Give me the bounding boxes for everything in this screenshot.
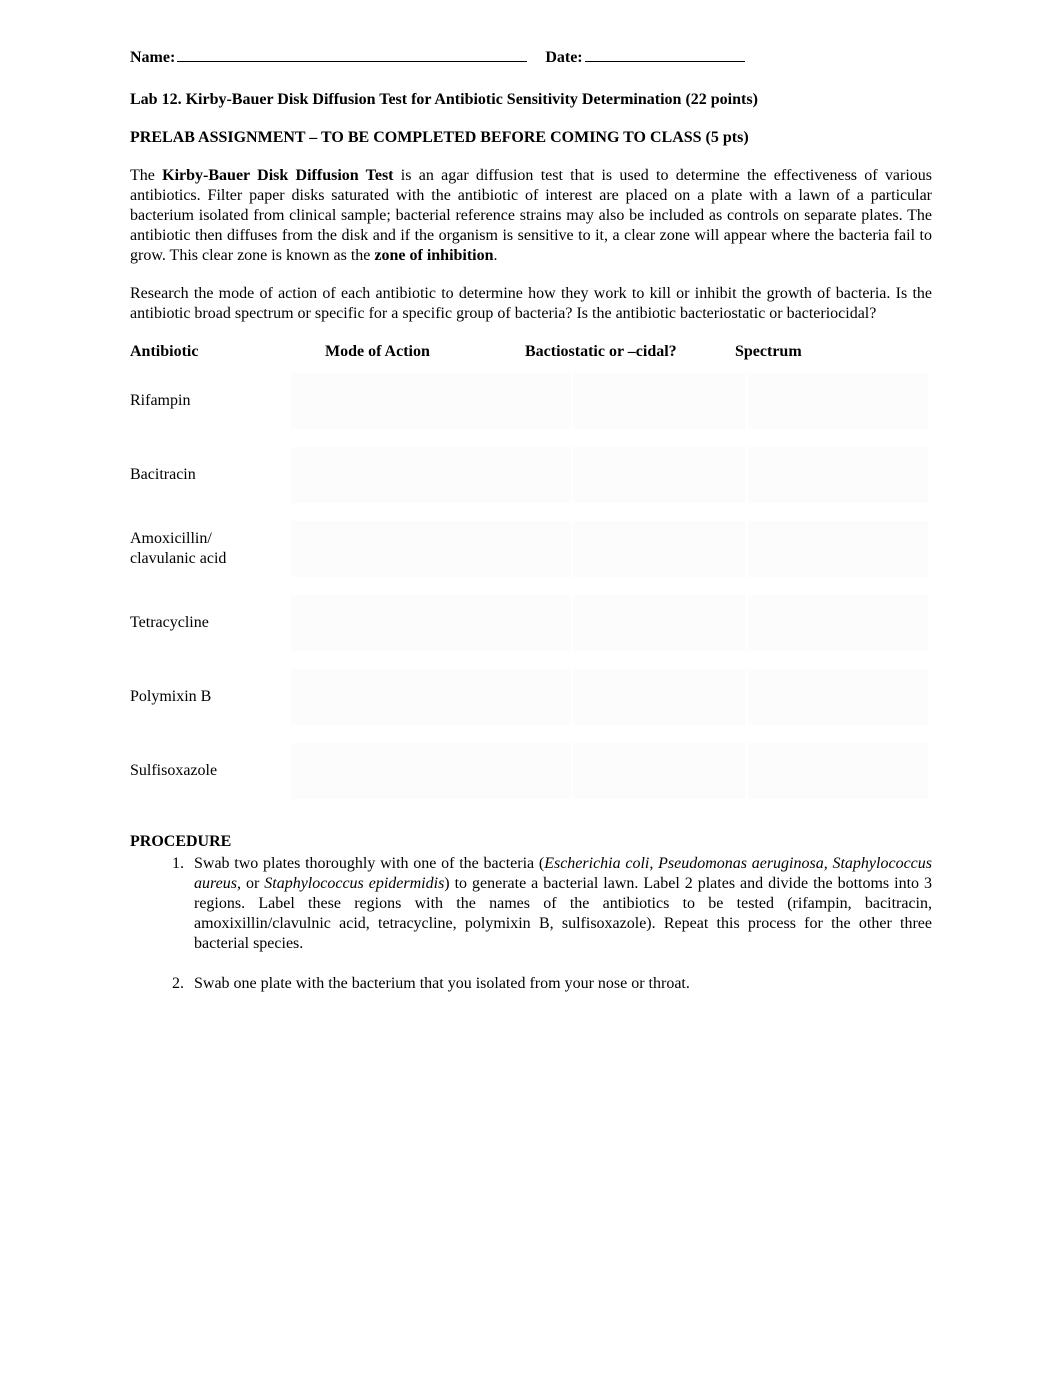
name-label: Name: bbox=[130, 48, 175, 68]
prelab-heading: PRELAB ASSIGNMENT – TO BE COMPLETED BEFO… bbox=[130, 128, 932, 148]
table-row: Amoxicillin/ clavulanic acid bbox=[130, 518, 932, 580]
date-label: Date: bbox=[545, 48, 582, 68]
antibiotic-name: Tetracycline bbox=[130, 605, 290, 641]
procedure-list: Swab two plates thoroughly with one of t… bbox=[188, 854, 932, 994]
mode-cell[interactable] bbox=[290, 594, 572, 652]
table-row: Sulfisoxazole bbox=[130, 740, 932, 802]
mode-cell[interactable] bbox=[290, 668, 572, 726]
procedure-step: Swab one plate with the bacterium that y… bbox=[188, 974, 932, 994]
table-row: Polymixin B bbox=[130, 666, 932, 728]
research-paragraph: Research the mode of action of each anti… bbox=[130, 284, 932, 324]
bact-cell[interactable] bbox=[572, 520, 747, 578]
antibiotic-name: Sulfisoxazole bbox=[130, 753, 290, 789]
mode-cell[interactable] bbox=[290, 372, 572, 430]
col-header-bact: Bactiostatic or –cidal? bbox=[525, 342, 735, 362]
antibiotic-name: Bacitracin bbox=[130, 457, 290, 493]
table-row: Rifampin bbox=[130, 370, 932, 432]
bact-cell[interactable] bbox=[572, 742, 747, 800]
antibiotic-name: Amoxicillin/ clavulanic acid bbox=[130, 521, 290, 577]
lab-title: Lab 12. Kirby-Bauer Disk Diffusion Test … bbox=[130, 90, 932, 110]
name-date-row: Name: Date: bbox=[130, 48, 932, 68]
intro-bold-1: Kirby-Bauer Disk Diffusion Test bbox=[162, 167, 393, 184]
proc-text: Swab two plates thoroughly with one of t… bbox=[194, 855, 544, 872]
spectrum-cell[interactable] bbox=[747, 594, 929, 652]
col-header-antibiotic: Antibiotic bbox=[130, 342, 325, 362]
proc-text: Swab one plate with the bacterium that y… bbox=[194, 975, 690, 992]
spectrum-cell[interactable] bbox=[747, 742, 929, 800]
mode-cell[interactable] bbox=[290, 520, 572, 578]
proc-text: or bbox=[241, 875, 264, 892]
spectrum-cell[interactable] bbox=[747, 446, 929, 504]
bact-cell[interactable] bbox=[572, 594, 747, 652]
name-input-line[interactable] bbox=[177, 48, 527, 62]
col-header-spectrum: Spectrum bbox=[735, 342, 885, 362]
table-row: Tetracycline bbox=[130, 592, 932, 654]
intro-bold-2: zone of inhibition bbox=[374, 247, 493, 264]
spectrum-cell[interactable] bbox=[747, 520, 929, 578]
proc-ital: Staphylococcus epidermidis bbox=[264, 875, 444, 892]
antibiotic-name: Rifampin bbox=[130, 383, 290, 419]
procedure-heading: PROCEDURE bbox=[130, 832, 932, 852]
bact-cell[interactable] bbox=[572, 372, 747, 430]
bact-cell[interactable] bbox=[572, 668, 747, 726]
antibiotic-table-header-row: Antibiotic Mode of Action Bactiostatic o… bbox=[130, 342, 932, 362]
intro-suffix: . bbox=[494, 247, 498, 264]
mode-cell[interactable] bbox=[290, 446, 572, 504]
spectrum-cell[interactable] bbox=[747, 372, 929, 430]
procedure-step: Swab two plates thoroughly with one of t… bbox=[188, 854, 932, 954]
bact-cell[interactable] bbox=[572, 446, 747, 504]
intro-prefix: The bbox=[130, 167, 162, 184]
col-header-mode: Mode of Action bbox=[325, 342, 525, 362]
table-row: Bacitracin bbox=[130, 444, 932, 506]
date-input-line[interactable] bbox=[585, 48, 745, 62]
mode-cell[interactable] bbox=[290, 742, 572, 800]
spectrum-cell[interactable] bbox=[747, 668, 929, 726]
intro-paragraph: The Kirby-Bauer Disk Diffusion Test is a… bbox=[130, 166, 932, 266]
antibiotic-name: Polymixin B bbox=[130, 679, 290, 715]
antibiotic-table: Rifampin Bacitracin Amoxicillin/ clavula… bbox=[130, 370, 932, 802]
